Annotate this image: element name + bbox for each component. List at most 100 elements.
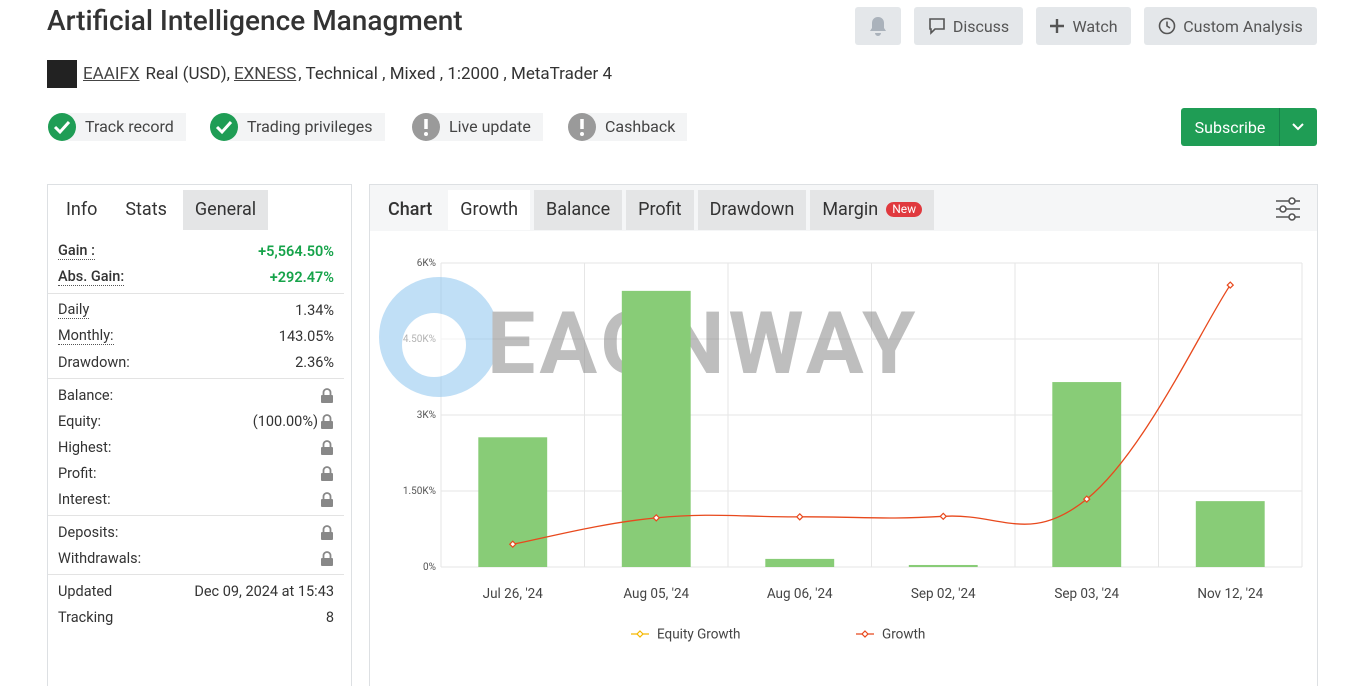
badge: Track record <box>47 112 186 142</box>
stats-tabs: Info Stats General <box>54 190 269 230</box>
account-type: Real (USD), <box>145 64 230 84</box>
new-badge: New <box>886 202 923 217</box>
stat-value: 1.34% <box>295 301 334 319</box>
lock-icon <box>321 387 333 403</box>
stats-group: Gain : +5,564.50% Abs. Gain: +292.47% <box>48 235 344 294</box>
lock-shackle <box>322 550 332 558</box>
account-details: EAAIFX Real (USD), EXNESS , Technical , … <box>47 60 612 88</box>
series-point <box>1082 495 1091 503</box>
watch-button[interactable]: Watch <box>1036 7 1131 45</box>
stat-label: Drawdown: <box>58 353 130 371</box>
stats-row: Drawdown: 2.36% <box>48 349 344 375</box>
lock-shackle <box>322 524 332 532</box>
subscribe-button[interactable]: Subscribe <box>1181 108 1317 146</box>
account-avatar <box>47 60 77 88</box>
stat-label: Tracking <box>58 608 114 626</box>
lock-icon <box>321 439 333 455</box>
warning-icon <box>412 113 440 141</box>
stats-tab[interactable]: General <box>182 190 269 230</box>
stat-value-wrap: 1.34% <box>295 302 334 319</box>
chart-tab[interactable]: Profit <box>626 190 694 230</box>
lock-body <box>321 420 333 429</box>
lock-icon <box>321 524 333 540</box>
stats-row: Monthly: 143.05% <box>48 323 344 349</box>
stat-label: Withdrawals: <box>58 549 142 567</box>
series-point <box>652 514 661 522</box>
clock-icon <box>1158 17 1176 35</box>
stat-value-wrap <box>320 439 334 455</box>
stat-value-wrap: (100.00%) <box>253 413 334 430</box>
discuss-icon <box>929 18 945 35</box>
stat-label: Monthly: <box>58 327 114 345</box>
badge: Cashback <box>567 112 688 142</box>
bar <box>1052 382 1122 567</box>
discuss-button[interactable]: Discuss <box>914 7 1023 45</box>
stats-tab[interactable]: Info <box>66 199 98 220</box>
lock-body <box>321 472 333 481</box>
divider <box>1279 108 1280 146</box>
y-tick-label: 3K% <box>417 410 436 421</box>
plus-icon <box>1050 19 1065 33</box>
stat-value-wrap: +292.47% <box>270 269 334 286</box>
legend-label[interactable]: Growth <box>882 627 925 643</box>
stat-value: Dec 09, 2024 at 15:43 <box>194 582 334 600</box>
page-title: Artificial Intelligence Managment <box>47 4 463 37</box>
chart-tab[interactable]: Drawdown <box>697 190 807 230</box>
lock-shackle <box>322 491 332 499</box>
stats-tab[interactable]: Stats <box>113 190 179 230</box>
stats-row: Equity: (100.00%) <box>48 408 344 434</box>
custom-analysis-button[interactable]: Custom Analysis <box>1144 7 1317 45</box>
stats-row: Gain : +5,564.50% <box>48 238 344 264</box>
lock-icon <box>321 413 333 429</box>
chart-tab[interactable]: Balance <box>534 190 623 230</box>
stats-row: Deposits: <box>48 519 344 545</box>
x-tick-label: Aug 06, '24 <box>767 586 833 602</box>
watermark-text: EAONWAY <box>487 293 919 394</box>
broker-link[interactable]: EXNESS <box>233 64 297 84</box>
icon-circle <box>210 113 238 141</box>
chart-tab-label: Margin <box>822 199 879 220</box>
account-info: , Technical , Mixed , 1:2000 , MetaTrade… <box>298 64 612 84</box>
lock-body <box>321 446 333 455</box>
check-icon <box>48 113 76 141</box>
account-link[interactable]: EAAIFX <box>83 64 140 84</box>
exclaim-dot <box>424 132 428 136</box>
legend-label[interactable]: Equity Growth <box>657 627 740 643</box>
stat-label: Interest: <box>58 490 111 508</box>
x-tick-label: Sep 02, '24 <box>911 586 976 602</box>
legend-marker <box>861 630 869 638</box>
stat-label: Updated <box>58 582 113 600</box>
series-point <box>1226 281 1235 289</box>
stat-value-wrap: Dec 09, 2024 at 15:43 <box>194 583 334 600</box>
series-point <box>939 512 948 521</box>
settings-icon[interactable] <box>1275 197 1301 221</box>
chart-tab[interactable]: Growth <box>448 190 531 230</box>
stat-label: Daily <box>58 301 90 319</box>
dropdown-arrow[interactable] <box>1280 108 1317 146</box>
stats-row: Tracking 8 <box>48 604 344 630</box>
stat-value: 8 <box>325 608 334 626</box>
stat-value-wrap <box>320 524 334 540</box>
stats-row: Highest: <box>48 434 344 460</box>
x-tick-label: Aug 05, '24 <box>623 586 689 602</box>
stat-label: Deposits: <box>58 523 119 541</box>
stat-value: (100.00%) <box>252 412 318 430</box>
stats-row: Withdrawals: <box>48 545 344 571</box>
custom-analysis-label: Custom Analysis <box>1183 16 1303 36</box>
chart-tab[interactable]: Margin New <box>810 190 935 230</box>
stat-label: Abs. Gain: <box>58 268 125 286</box>
bar <box>621 290 691 567</box>
y-tick-label: 6K% <box>417 258 436 269</box>
lock-body <box>321 531 333 540</box>
x-tick-label: Nov 12, '24 <box>1197 586 1263 602</box>
stats-row: Daily 1.34% <box>48 297 344 323</box>
bar <box>1195 501 1265 567</box>
chart-panel: Chart Growth Balance Profit Drawdown Margin Ne… <box>369 184 1318 686</box>
stat-value-wrap <box>320 387 334 403</box>
badge: Trading privileges <box>209 112 385 142</box>
stat-value: +292.47% <box>269 268 334 286</box>
stat-value-wrap: +5,564.50% <box>258 243 334 260</box>
notify-button[interactable] <box>855 7 901 45</box>
